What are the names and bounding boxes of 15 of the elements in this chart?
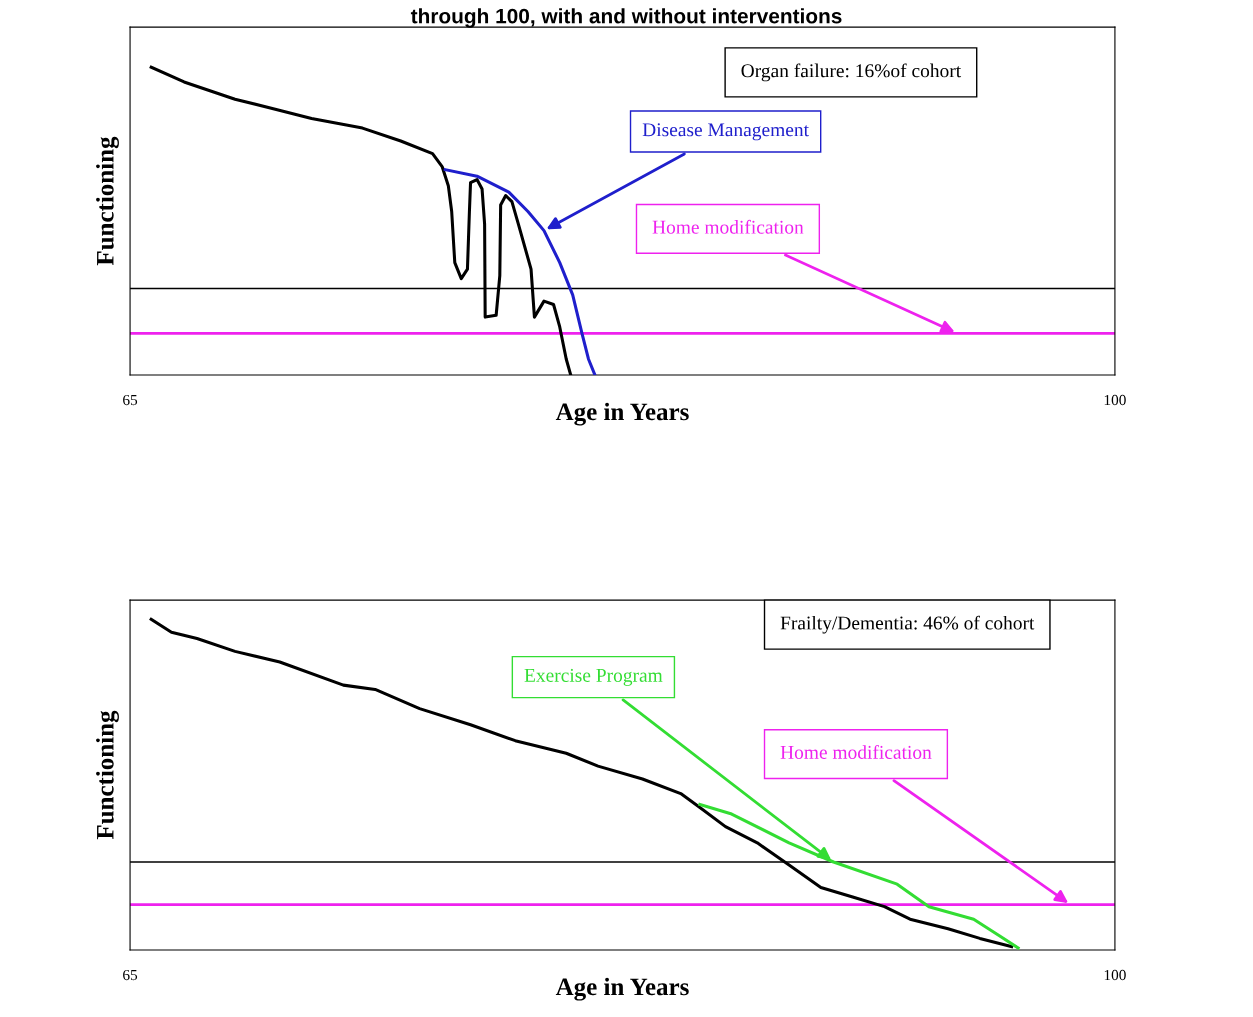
x-tick-label: 65 [123,969,138,981]
ref-line-label: Home modification [780,745,932,759]
x-tick-label: 65 [123,394,138,406]
y-axis-title: Functioning [96,710,119,840]
text: Disease Management [642,123,809,141]
x-tick-label: 100 [1104,969,1126,981]
y-axis-title: Functioning [96,136,119,266]
x-tick-label: 100 [1104,394,1126,406]
x-axis-title: Age in Years [555,402,689,426]
annotation: Organ failure: 16%of cohort [741,63,962,82]
text: Exercise Program [524,668,663,686]
x-axis-title: Age in Years [555,977,689,1001]
annotation: Frailty/Dementia: 46% of cohort [780,615,1035,634]
chart-title: through 100, with and without interventions [410,8,842,28]
ref-line-label: Home modification [652,219,804,234]
